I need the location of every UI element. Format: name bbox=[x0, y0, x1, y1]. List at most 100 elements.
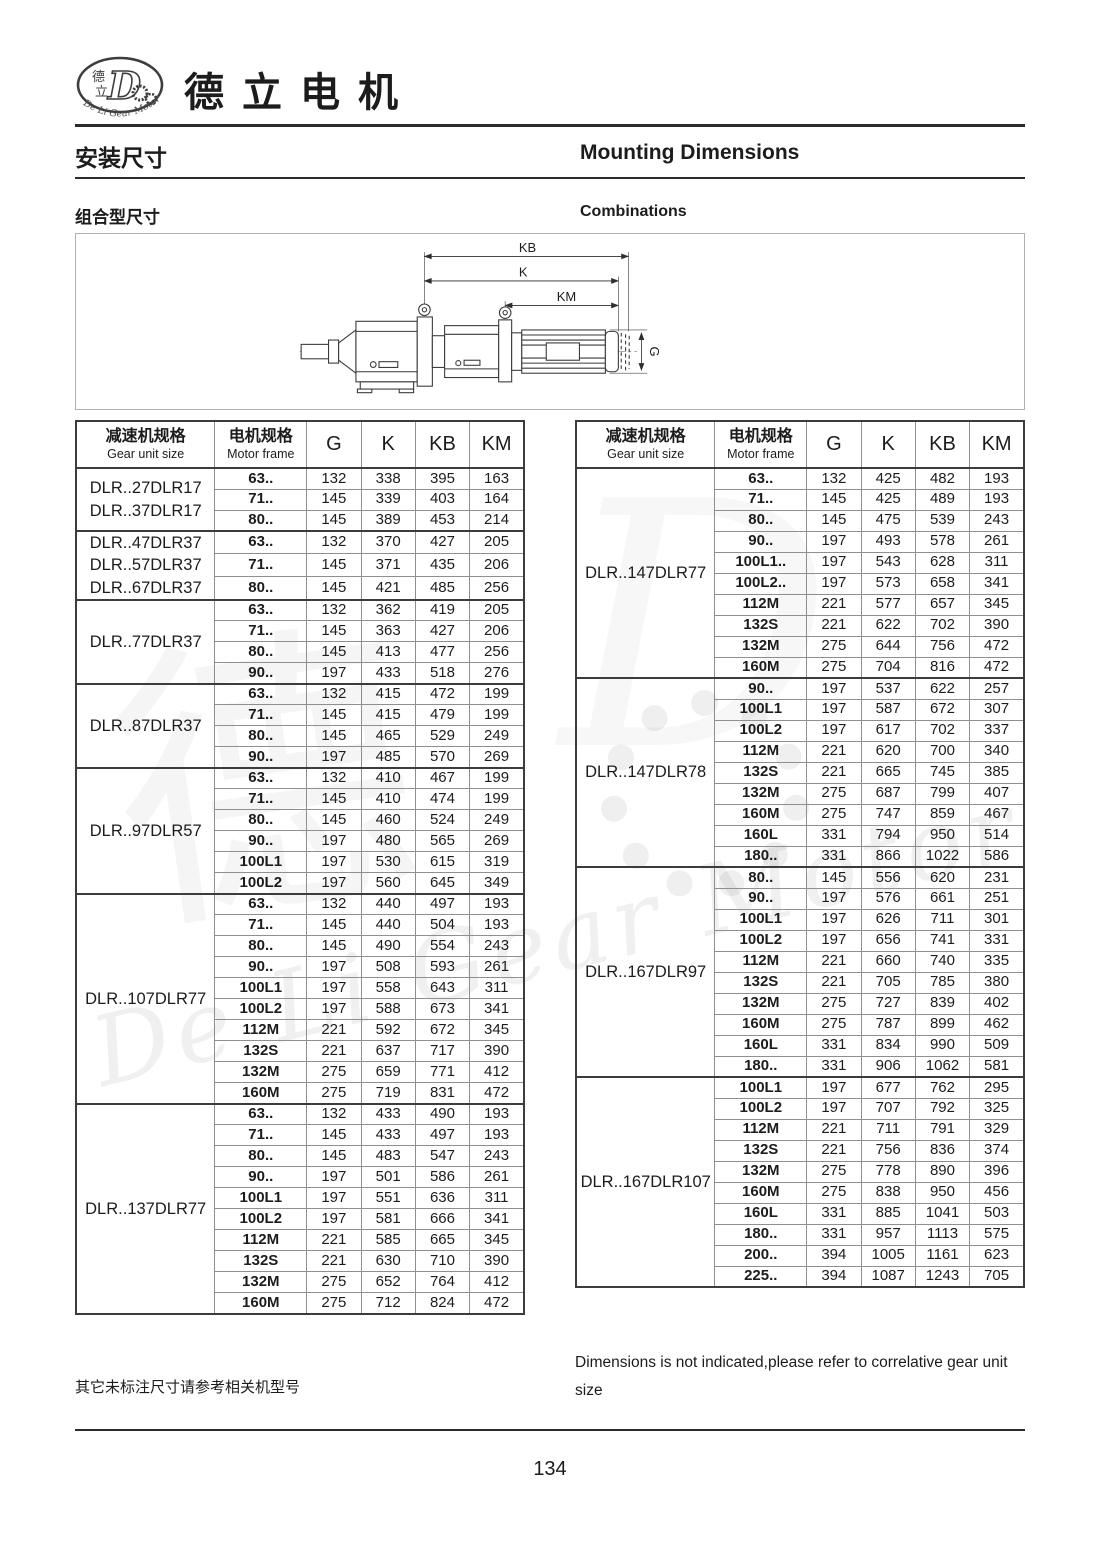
dimension-value-cell: 221 bbox=[806, 614, 862, 637]
table-row: 90.. 197 576 661 251 bbox=[576, 887, 1025, 910]
header-divider bbox=[75, 124, 1025, 127]
dimension-value-cell: 1022 bbox=[914, 845, 971, 868]
col-header-motor-frame: 电机规格 Motor frame bbox=[714, 420, 808, 469]
dimension-value-cell: 575 bbox=[969, 1223, 1025, 1246]
dimension-value-cell: 543 bbox=[860, 551, 916, 574]
table-row: 112M 221 660 740 335 bbox=[576, 950, 1025, 973]
dimension-value-cell: 558 bbox=[360, 977, 416, 1000]
dimension-value-cell: 702 bbox=[914, 614, 971, 637]
dimension-value-cell: 132 bbox=[306, 598, 362, 622]
dimension-value-cell: 477 bbox=[414, 641, 471, 664]
dimension-value-cell: 705 bbox=[860, 971, 916, 994]
dimension-value-cell: 778 bbox=[860, 1160, 916, 1183]
motor-frame-cell: 112M bbox=[714, 950, 808, 973]
dimension-value-cell: 427 bbox=[414, 530, 471, 555]
motor-frame-cell: 132S bbox=[214, 1250, 308, 1273]
dimension-value-cell: 622 bbox=[860, 614, 916, 637]
dimension-value-cell: 636 bbox=[414, 1187, 471, 1210]
motor-frame-cell: 112M bbox=[714, 593, 808, 616]
dimension-value-cell: 339 bbox=[360, 488, 416, 511]
dimension-value-cell: 413 bbox=[360, 641, 416, 664]
dimension-value-cell: 402 bbox=[969, 992, 1025, 1015]
dimension-value-cell: 497 bbox=[414, 892, 471, 916]
motor-frame-cell: 160L bbox=[714, 1034, 808, 1057]
table-row: 160L 331 885 1041 503 bbox=[576, 1202, 1025, 1225]
dimension-value-cell: 275 bbox=[306, 1271, 362, 1294]
table-row: 80.. 145 421 485 256 bbox=[76, 576, 525, 601]
dimension-value-cell: 433 bbox=[360, 662, 416, 685]
dimension-value-cell: 673 bbox=[414, 998, 471, 1021]
table-row: 100L2 197 707 792 325 bbox=[576, 1097, 1025, 1120]
dimension-value-cell: 197 bbox=[306, 830, 362, 853]
table-row: DLR..147DLR78 90.. 197 537 622 257 bbox=[575, 677, 1025, 868]
section-title-zh: 安装尺寸 bbox=[75, 145, 167, 171]
motor-frame-cell: 160M bbox=[714, 1181, 808, 1204]
dimension-value-cell: 197 bbox=[806, 572, 862, 595]
table-row: 132M 275 778 890 396 bbox=[576, 1160, 1025, 1183]
dimension-value-cell: 145 bbox=[306, 576, 362, 601]
dimension-value-cell: 581 bbox=[360, 1208, 416, 1231]
dimension-value-cell: 573 bbox=[860, 572, 916, 595]
dimension-value-cell: 756 bbox=[860, 1139, 916, 1162]
col-header-kb: KB bbox=[914, 420, 971, 469]
dimension-value-cell: 206 bbox=[469, 553, 525, 578]
col-header-kb: KB bbox=[414, 420, 471, 469]
dimension-value-cell: 440 bbox=[360, 914, 416, 937]
footnote-zh: 其它未标注尺寸请参考相关机型号 bbox=[75, 1379, 301, 1396]
dimension-value-cell: 275 bbox=[806, 656, 862, 679]
dimension-value-cell: 341 bbox=[469, 1208, 525, 1231]
dimension-value-cell: 132 bbox=[806, 467, 862, 490]
subsection-title-en: Combinations bbox=[580, 203, 687, 220]
table-row: DLR..27DLR17 DLR..37DLR17 63.. 132 338 395 163 bbox=[75, 467, 525, 532]
dimension-value-cell: 764 bbox=[414, 1271, 471, 1294]
dimension-value-cell: 410 bbox=[360, 788, 416, 811]
motor-frame-cell: 100L2 bbox=[214, 1208, 308, 1231]
dimension-value-cell: 539 bbox=[914, 509, 971, 532]
col-header-gear-unit-size: 减速机规格 Gear unit size bbox=[575, 420, 716, 469]
dimension-value-cell: 482 bbox=[914, 467, 971, 490]
gear-unit-size-cell: DLR..167DLR97 bbox=[575, 866, 716, 1078]
dimension-value-cell: 836 bbox=[914, 1139, 971, 1162]
dimension-value-cell: 710 bbox=[414, 1250, 471, 1273]
col-header-motor-frame: 电机规格 Motor frame bbox=[214, 420, 308, 469]
motor-frame-cell: 160M bbox=[214, 1082, 308, 1105]
dimension-value-cell: 243 bbox=[469, 1145, 525, 1168]
table-row: 80.. 145 389 453 214 bbox=[76, 509, 525, 532]
dimension-value-cell: 622 bbox=[914, 677, 971, 700]
dimension-value-cell: 866 bbox=[860, 845, 916, 868]
dimension-value-cell: 493 bbox=[860, 530, 916, 553]
dimension-value-cell: 626 bbox=[860, 908, 916, 931]
table-row: 132M 275 652 764 412 bbox=[76, 1271, 525, 1294]
motor-frame-cell: 132M bbox=[214, 1061, 308, 1084]
dimension-value-cell: 1005 bbox=[860, 1244, 916, 1267]
table-row: 180.. 331 906 1062 581 bbox=[576, 1055, 1025, 1078]
dimension-value-cell: 331 bbox=[806, 1034, 862, 1057]
dimension-value-cell: 672 bbox=[914, 698, 971, 721]
motor-frame-cell: 132S bbox=[714, 761, 808, 784]
dimension-value-cell: 899 bbox=[914, 1013, 971, 1036]
motor-frame-cell: 71.. bbox=[214, 914, 308, 937]
motor-frame-cell: 132S bbox=[714, 971, 808, 994]
motor-frame-cell: 112M bbox=[214, 1019, 308, 1042]
dimension-value-cell: 465 bbox=[360, 725, 416, 748]
dimension-value-cell: 231 bbox=[969, 866, 1025, 889]
dimension-value-cell: 221 bbox=[806, 1139, 862, 1162]
dimension-value-cell: 475 bbox=[860, 509, 916, 532]
dimension-value-cell: 275 bbox=[306, 1082, 362, 1105]
company-logo: 德 立 D De Li Gear Motor bbox=[66, 53, 178, 138]
dimension-value-cell: 687 bbox=[860, 782, 916, 805]
dimension-value-cell: 660 bbox=[860, 950, 916, 973]
motor-frame-cell: 100L1 bbox=[214, 851, 308, 874]
col-header-g: G bbox=[806, 420, 862, 469]
dimension-value-cell: 197 bbox=[806, 719, 862, 742]
motor-frame-cell: 80.. bbox=[214, 809, 308, 832]
dimension-value-cell: 410 bbox=[360, 766, 416, 790]
table-row: 132M 275 644 756 472 bbox=[576, 635, 1025, 658]
dimension-value-cell: 345 bbox=[969, 593, 1025, 616]
dimension-value-cell: 205 bbox=[469, 530, 525, 555]
dimension-value-cell: 197 bbox=[306, 662, 362, 685]
dimension-value-cell: 576 bbox=[860, 887, 916, 910]
dimension-value-cell: 585 bbox=[360, 1229, 416, 1252]
dimension-value-cell: 145 bbox=[306, 553, 362, 578]
dimension-value-cell: 295 bbox=[969, 1076, 1025, 1099]
